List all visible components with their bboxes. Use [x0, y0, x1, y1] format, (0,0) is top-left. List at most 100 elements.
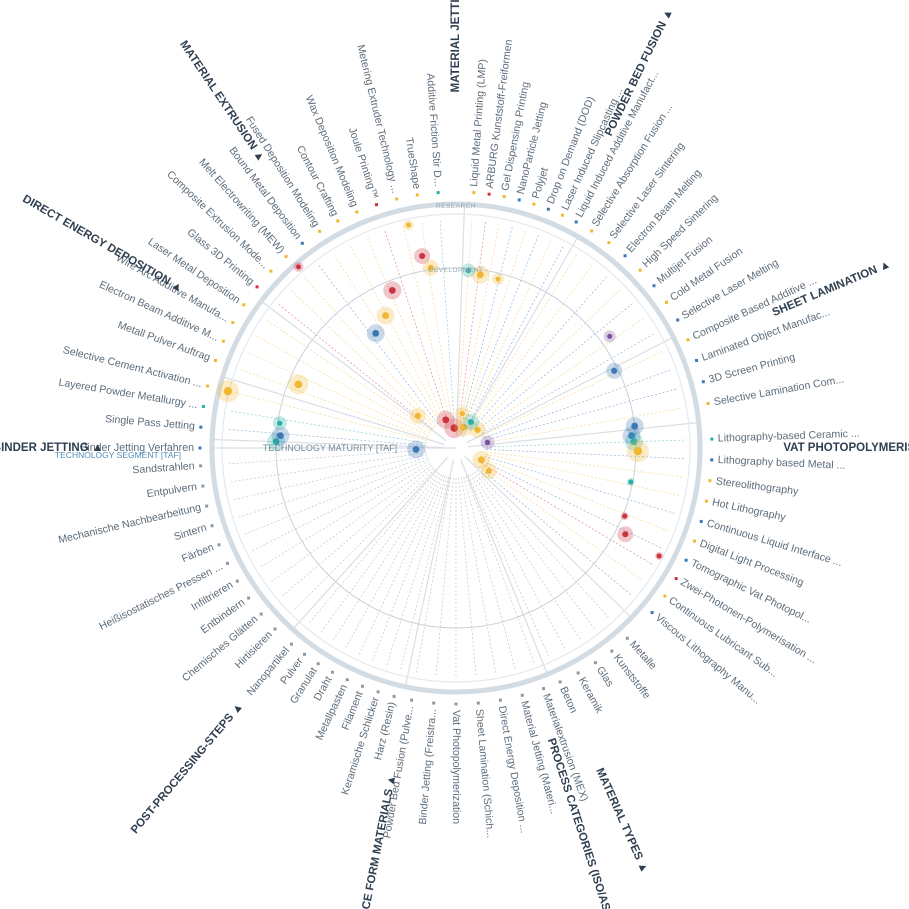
segment-heading[interactable]: MATERIAL JETTING ▲ [450, 0, 462, 92]
maturity-bubble[interactable] [467, 418, 475, 426]
item-marker [217, 543, 221, 547]
technology-label[interactable]: Binder Jetting Verfahren [80, 442, 194, 454]
maturity-bubble[interactable] [277, 420, 283, 426]
item-spoke [478, 301, 635, 430]
maturity-bubble[interactable] [442, 416, 450, 424]
maturity-bubble[interactable] [633, 446, 643, 456]
maturity-bubble[interactable] [465, 267, 472, 274]
maturity-bubble[interactable] [277, 432, 284, 440]
maturity-bubble[interactable] [628, 479, 634, 485]
item-marker [273, 627, 277, 631]
maturity-bubble[interactable] [427, 264, 434, 271]
item-spoke [259, 463, 431, 568]
maturity-bubble[interactable] [382, 312, 389, 319]
maturity-bubble[interactable] [388, 286, 396, 294]
item-marker [454, 702, 458, 706]
maturity-bubble[interactable] [622, 531, 629, 538]
technology-label[interactable]: Laminated Object Manufac... [700, 306, 831, 364]
item-marker [502, 195, 506, 199]
maturity-bubble[interactable] [223, 386, 233, 396]
technology-label[interactable]: Sintern [172, 522, 208, 544]
maturity-bubble[interactable] [611, 367, 618, 374]
maturity-bubble[interactable] [294, 380, 303, 389]
item-marker [302, 652, 306, 656]
technology-label[interactable]: Additive Friction Stir D... [424, 73, 444, 187]
technology-label[interactable]: Single Pass Jetting [105, 413, 196, 432]
segment-heading[interactable]: MATERIAL TYPES ▲ [593, 766, 650, 875]
item-marker [706, 402, 710, 406]
item-marker [607, 241, 611, 245]
maturity-bubble[interactable] [414, 412, 421, 419]
technology-label[interactable]: Sandstrahlen [132, 460, 195, 476]
item-spoke [485, 407, 683, 444]
segment-divider [461, 236, 579, 438]
item-spoke [483, 350, 665, 436]
technology-label[interactable]: TrueShape [403, 137, 423, 190]
maturity-bubble[interactable] [419, 252, 426, 260]
item-marker [225, 561, 229, 565]
technology-label[interactable]: Continuous Liquid Interface ... [705, 517, 843, 569]
maturity-bubble[interactable] [607, 333, 613, 339]
segment-heading[interactable]: BINDER JETTING ▲ [0, 442, 103, 454]
maturity-bubble[interactable] [484, 439, 491, 446]
technology-label[interactable]: Lithography based Metal ... [717, 454, 845, 472]
maturity-bubble[interactable] [631, 422, 639, 430]
maturity-bubble[interactable] [406, 222, 412, 228]
maturity-bubble[interactable] [296, 264, 302, 270]
item-marker [376, 690, 380, 694]
maturity-bubble[interactable] [412, 445, 420, 453]
item-spoke [402, 224, 450, 419]
technology-label[interactable]: Färben [180, 541, 216, 565]
maturity-bubble[interactable] [476, 271, 484, 279]
item-spoke [371, 475, 446, 663]
segment-heading[interactable]: POST-PROCESSING-STEPS ▲ [129, 700, 246, 836]
technology-label[interactable]: Stereolithography [715, 475, 800, 498]
item-marker [374, 203, 378, 207]
maturity-bubble[interactable] [495, 276, 501, 282]
item-spoke [400, 477, 450, 672]
maturity-bubble[interactable] [622, 513, 628, 519]
item-spoke [317, 263, 439, 425]
item-marker [259, 612, 263, 616]
item-marker [517, 198, 521, 202]
maturity-bubble[interactable] [450, 424, 459, 432]
maturity-bubble[interactable] [485, 467, 492, 474]
maturity-bubble[interactable] [630, 438, 638, 446]
segment-heading[interactable]: SOURCE FORM MATERIALS ▲ [354, 774, 398, 909]
maturity-bubble[interactable] [477, 456, 485, 464]
item-spoke [481, 463, 655, 566]
technology-label[interactable]: Wax Deposition Modeling [303, 94, 361, 209]
item-spoke [480, 316, 646, 432]
item-spoke [477, 287, 622, 428]
maturity-bubble[interactable] [460, 423, 467, 431]
item-spoke [484, 456, 677, 515]
technology-label[interactable]: Hot Lithography [711, 496, 787, 523]
segment-divider [404, 459, 455, 687]
segment-heading[interactable]: VAT PHOTOPOLYMERISATION ▲ [783, 442, 909, 454]
segment-divider [222, 376, 445, 446]
technology-label[interactable]: Cold Metal Fusion [668, 245, 745, 303]
technology-label[interactable]: Binder Jetting (Freistra... [417, 708, 439, 825]
item-marker [345, 678, 349, 682]
maturity-bubble[interactable] [628, 432, 635, 440]
technology-label[interactable]: Glas [594, 664, 616, 689]
item-marker [546, 207, 550, 211]
maturity-bubble[interactable] [272, 438, 280, 446]
maturity-bubble[interactable] [372, 329, 380, 337]
item-marker [235, 579, 239, 583]
maturity-bubble[interactable] [474, 426, 481, 434]
segment-heading[interactable]: PROCESS CATEGORIES (ISO/ASTM ... ▲ [545, 737, 626, 909]
segment-heading[interactable]: MATERIAL EXTRUSION ▲ [177, 39, 267, 164]
item-spoke [420, 220, 452, 419]
technology-label[interactable]: Entpulvern [146, 481, 198, 500]
technology-label[interactable]: Vat Photopolymerization [450, 710, 462, 824]
maturity-bubble[interactable] [656, 553, 662, 559]
segment-divider [464, 455, 632, 618]
technology-label[interactable]: Lithography-based Ceramic ... [718, 428, 860, 445]
technology-label[interactable]: Beton [557, 685, 579, 715]
technology-label[interactable]: Sheet Lamination (Schich... [473, 708, 496, 838]
item-marker [663, 594, 667, 598]
item-marker [652, 284, 656, 288]
maturity-bubble[interactable] [459, 410, 465, 417]
item-marker [593, 661, 597, 665]
